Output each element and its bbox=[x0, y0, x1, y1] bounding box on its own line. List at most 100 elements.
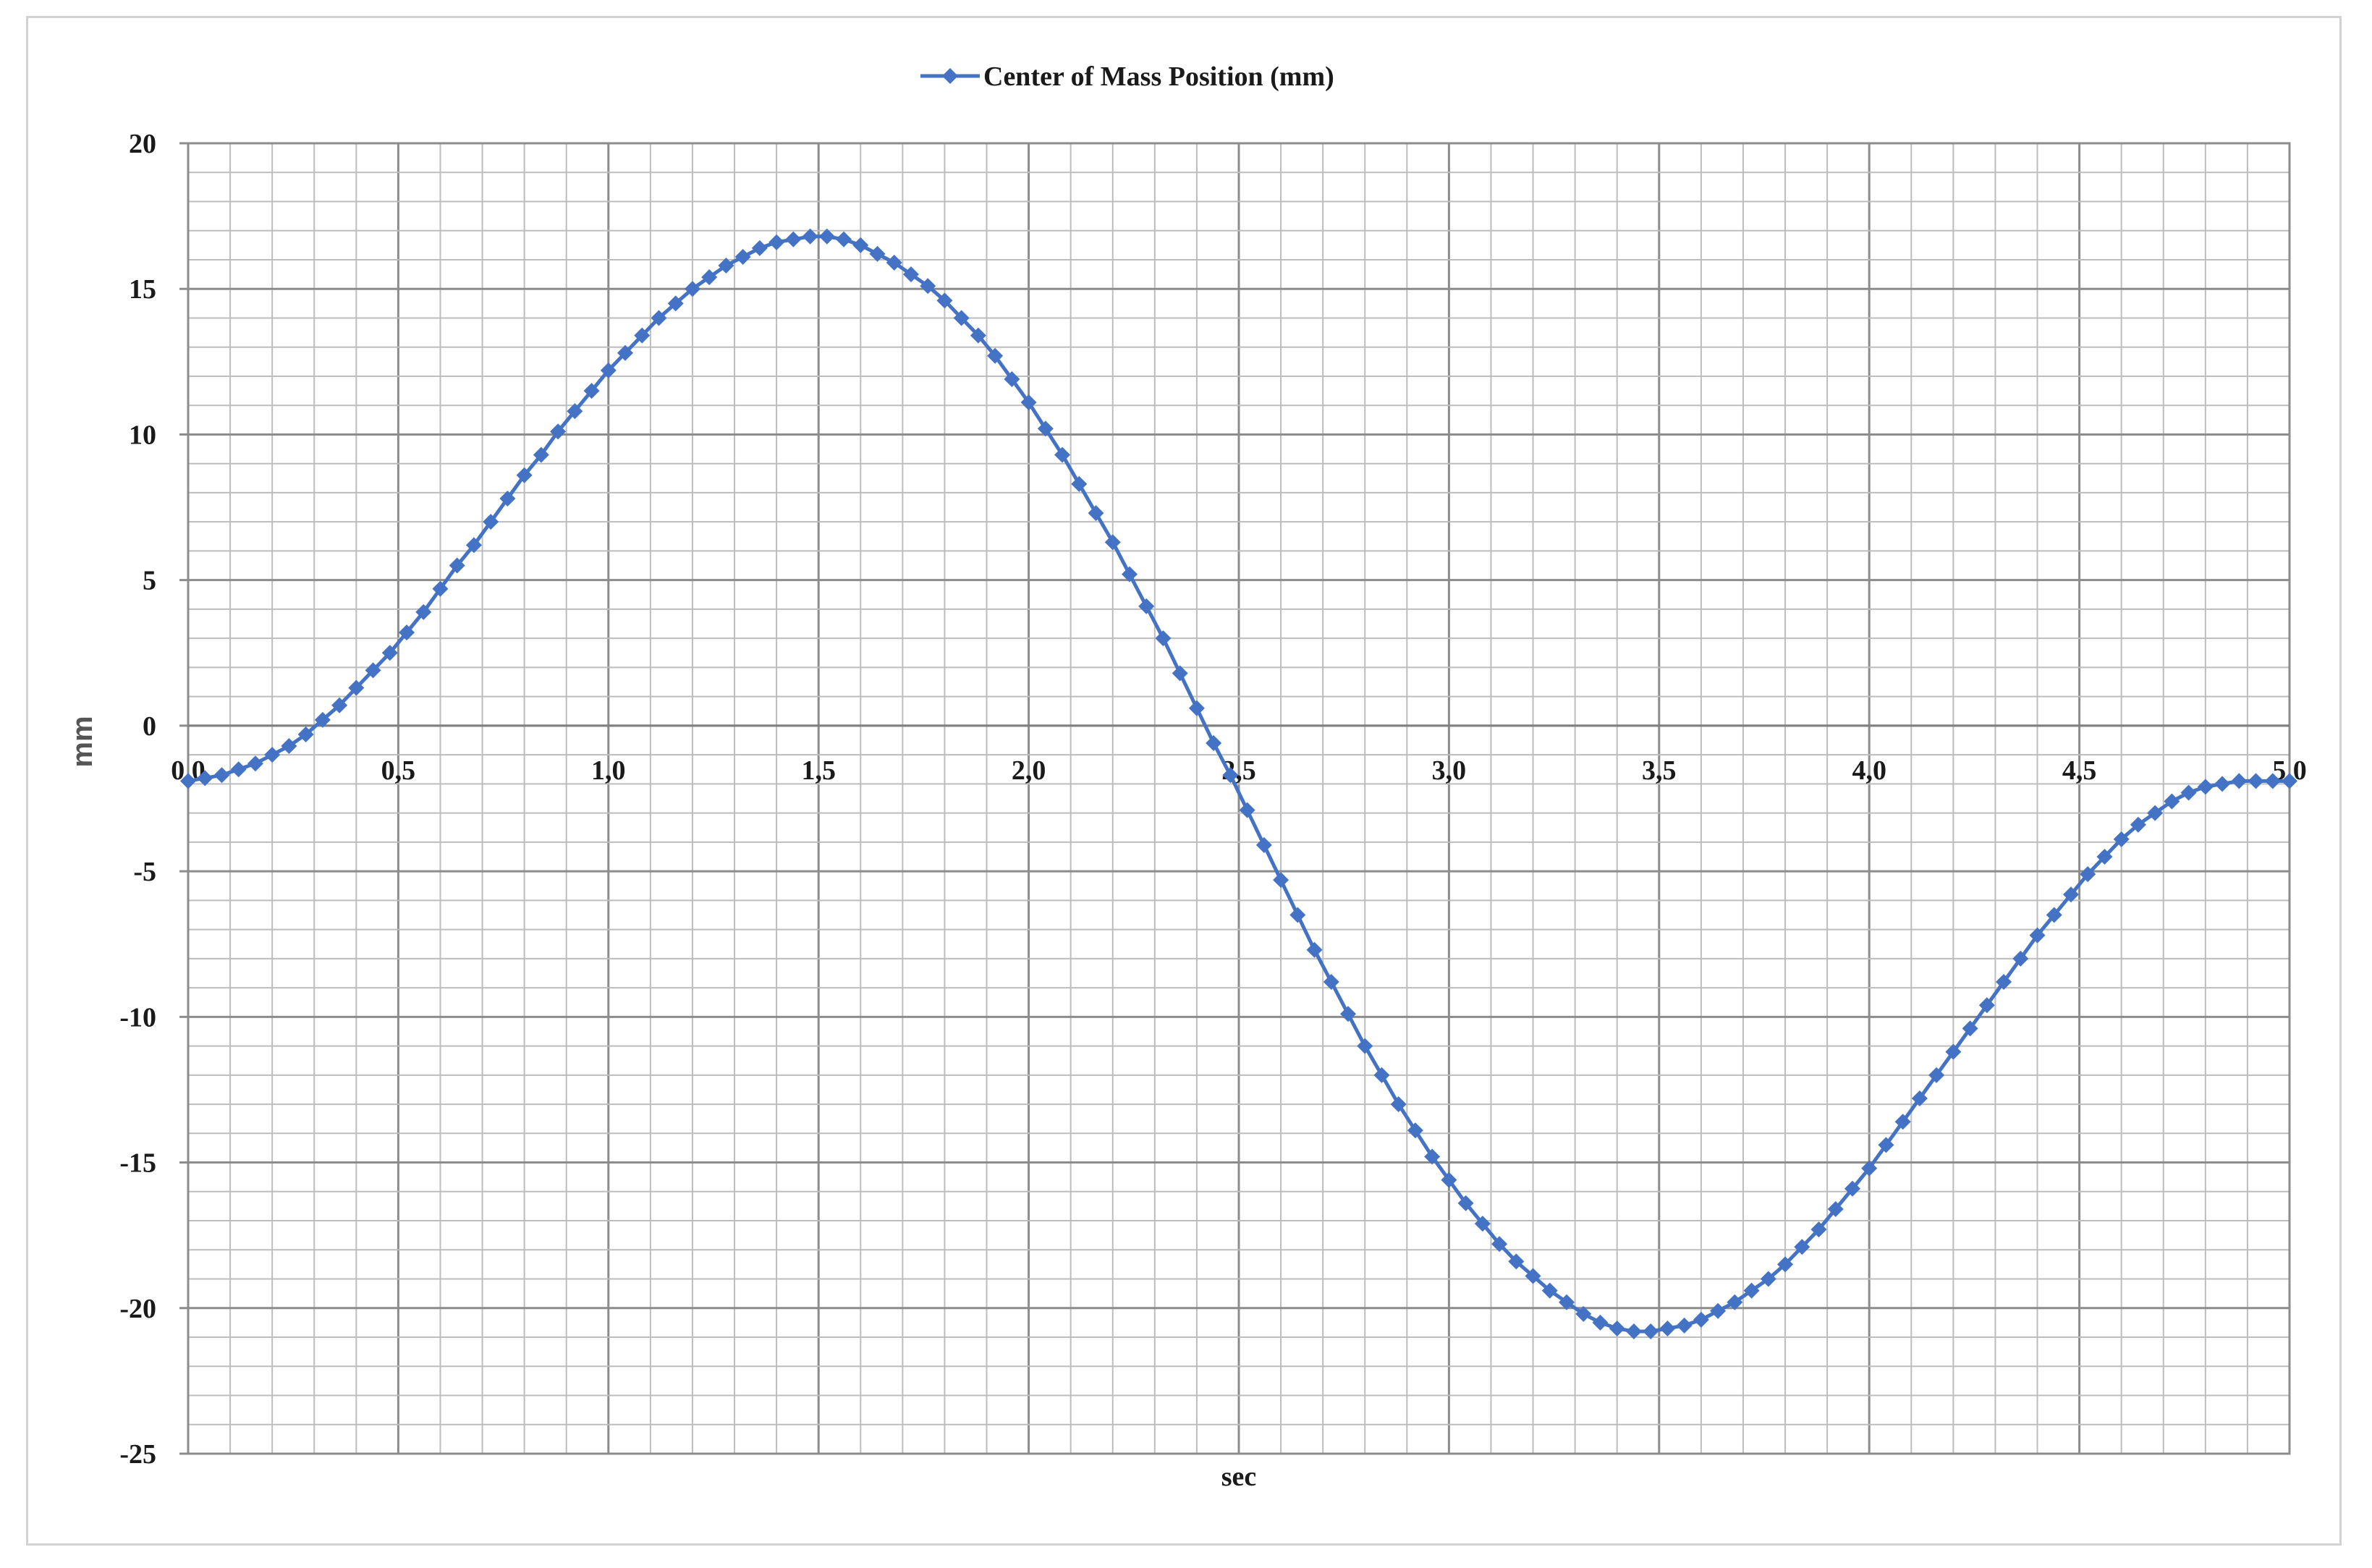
data-point-marker bbox=[197, 770, 213, 787]
data-point-marker bbox=[886, 255, 902, 271]
data-point-marker bbox=[1121, 566, 1138, 582]
data-point-marker bbox=[768, 234, 785, 250]
data-point-marker bbox=[1643, 1323, 1659, 1339]
data-point-marker bbox=[1592, 1314, 1609, 1331]
data-point-marker bbox=[1911, 1090, 1928, 1107]
data-point-marker bbox=[1760, 1271, 1776, 1287]
data-point-marker bbox=[1020, 394, 1037, 411]
data-point-marker bbox=[1659, 1320, 1676, 1336]
data-point-marker bbox=[1474, 1216, 1491, 1232]
y-tick-label: 15 bbox=[129, 274, 156, 305]
data-point-marker bbox=[1676, 1317, 1693, 1334]
y-tick-label: -10 bbox=[119, 1002, 156, 1033]
data-point-marker bbox=[1323, 974, 1339, 991]
data-point-marker bbox=[634, 327, 651, 344]
data-point-marker bbox=[583, 383, 600, 399]
data-point-marker bbox=[936, 292, 953, 309]
data-point-marker bbox=[2130, 816, 2146, 833]
data-point-marker bbox=[516, 467, 533, 483]
data-point-marker bbox=[2147, 805, 2164, 821]
data-point-marker bbox=[2062, 886, 2079, 903]
y-tick-label: 20 bbox=[129, 129, 156, 159]
data-point-marker bbox=[2248, 773, 2264, 789]
data-point-marker bbox=[1188, 700, 1205, 716]
y-tick-label: 0 bbox=[143, 711, 156, 742]
data-point-marker bbox=[2231, 773, 2248, 789]
data-point-marker bbox=[1104, 534, 1121, 551]
y-tick-label: -25 bbox=[119, 1439, 156, 1470]
x-axis-title: sec bbox=[1221, 1462, 1257, 1492]
data-point-marker bbox=[2080, 866, 2096, 883]
x-tick-label: 4,5 bbox=[2062, 755, 2097, 786]
data-point-marker bbox=[297, 726, 314, 742]
x-tick-label: 2,0 bbox=[1012, 755, 1046, 786]
data-point-marker bbox=[869, 245, 886, 262]
data-point-marker bbox=[1138, 598, 1155, 614]
data-point-marker bbox=[1777, 1256, 1794, 1273]
data-point-marker bbox=[247, 755, 263, 772]
data-point-marker bbox=[348, 679, 365, 696]
x-tick-label: 1,0 bbox=[591, 755, 626, 786]
data-point-marker bbox=[651, 310, 667, 326]
data-point-marker bbox=[2180, 784, 2197, 801]
data-point-marker bbox=[1727, 1294, 1743, 1310]
data-point-marker bbox=[1088, 505, 1104, 522]
data-point-marker bbox=[684, 281, 700, 297]
data-point-marker bbox=[1844, 1180, 1860, 1197]
data-point-marker bbox=[2197, 779, 2214, 795]
data-point-marker bbox=[230, 761, 247, 778]
data-point-marker bbox=[852, 237, 869, 253]
data-point-marker bbox=[1794, 1239, 1810, 1255]
data-point-marker bbox=[987, 347, 1004, 364]
grid-layer bbox=[187, 142, 2291, 1455]
x-tick-label: 0,5 bbox=[381, 755, 416, 786]
data-point-marker bbox=[1222, 767, 1239, 784]
y-tick-label: -5 bbox=[133, 857, 156, 887]
data-point-marker bbox=[567, 403, 583, 420]
data-point-marker bbox=[1373, 1067, 1390, 1083]
data-point-marker bbox=[465, 537, 482, 554]
data-point-marker bbox=[533, 446, 549, 463]
data-point-marker bbox=[1743, 1282, 1760, 1299]
data-point-marker bbox=[1172, 665, 1188, 682]
data-point-marker bbox=[2113, 831, 2130, 847]
data-point-marker bbox=[1810, 1221, 1827, 1238]
legend-marker-diamond bbox=[942, 68, 958, 84]
data-point-marker bbox=[1441, 1171, 1457, 1188]
data-point-marker bbox=[734, 248, 751, 265]
x-tick-label: 1,5 bbox=[801, 755, 836, 786]
data-point-marker bbox=[2096, 848, 2113, 865]
data-point-marker bbox=[1508, 1253, 1525, 1270]
data-point-marker bbox=[1928, 1067, 1945, 1083]
data-point-marker bbox=[2012, 950, 2029, 967]
y-tick-label: 10 bbox=[129, 420, 156, 450]
data-point-marker bbox=[365, 662, 381, 679]
data-point-marker bbox=[1071, 475, 1088, 492]
data-point-marker bbox=[2046, 907, 2062, 923]
data-point-marker bbox=[667, 295, 684, 312]
data-point-marker bbox=[1206, 735, 1222, 752]
data-point-marker bbox=[785, 231, 802, 247]
data-point-marker bbox=[1004, 370, 1020, 387]
x-tick-label: 4,0 bbox=[1852, 755, 1886, 786]
data-point-marker bbox=[1541, 1282, 1558, 1299]
data-point-marker bbox=[1407, 1122, 1423, 1139]
data-point-marker bbox=[499, 490, 516, 507]
data-point-marker bbox=[2264, 773, 2281, 789]
data-point-marker bbox=[1945, 1043, 1962, 1060]
data-point-marker bbox=[902, 266, 919, 283]
data-point-marker bbox=[1525, 1268, 1541, 1284]
data-point-marker bbox=[1357, 1038, 1373, 1054]
data-point-marker bbox=[1693, 1311, 1709, 1328]
data-point-marker bbox=[550, 423, 567, 440]
data-point-marker bbox=[701, 269, 718, 286]
data-point-marker bbox=[751, 240, 768, 256]
data-point-marker bbox=[617, 344, 634, 361]
data-point-marker bbox=[331, 697, 348, 713]
data-point-marker bbox=[1306, 941, 1323, 958]
data-point-marker bbox=[1491, 1236, 1508, 1253]
data-point-marker bbox=[1390, 1096, 1407, 1113]
data-point-marker bbox=[483, 514, 499, 530]
